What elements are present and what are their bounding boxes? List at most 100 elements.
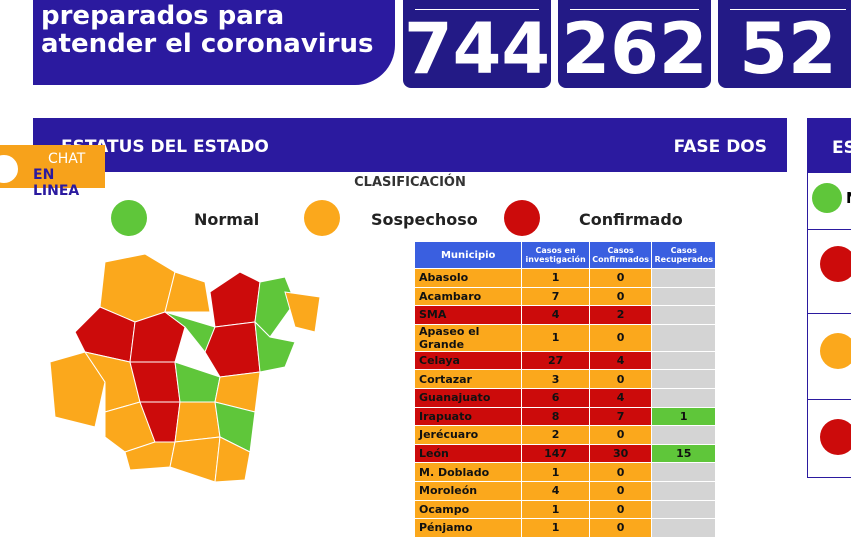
table-row: León 147 30 15: [415, 444, 715, 463]
table-cell: 2: [589, 306, 652, 324]
legend-dot: [504, 200, 540, 236]
region: [204, 321, 261, 378]
table-cell: 0: [589, 463, 652, 481]
status-dot: [820, 333, 851, 369]
table-cell: 30: [589, 444, 652, 463]
table-cell: [652, 370, 715, 388]
table-cell: 0: [589, 426, 652, 444]
table-row: Guanajuato 6 4: [415, 388, 715, 407]
chat-label: CHAT: [48, 151, 86, 167]
table-cell: 1: [522, 269, 589, 287]
table-cell: 7: [522, 287, 589, 306]
counter: 744: [403, 0, 551, 88]
table-cell: 4: [589, 388, 652, 407]
table-cell: [652, 287, 715, 306]
table-row: Jerécuaro 2 0: [415, 426, 715, 444]
region: [254, 320, 296, 373]
table-cell: [652, 463, 715, 481]
counter: 262: [558, 0, 711, 88]
banner-line: atender el coronavirus: [41, 29, 374, 59]
table-cell: [652, 388, 715, 407]
column-header: Casos en investigación: [522, 242, 589, 268]
legend-dot: [111, 200, 147, 236]
status-dot: [812, 183, 842, 213]
municipality: Irapuato: [415, 407, 522, 426]
table-row: Ocampo 1 0: [415, 500, 715, 519]
region: [129, 311, 186, 363]
table-cell: 1: [522, 324, 589, 351]
table-cell: 0: [589, 269, 652, 287]
table-cell: 3: [522, 370, 589, 388]
table-row: Cortazar 3 0: [415, 370, 715, 388]
column-header: Municipio: [415, 242, 522, 268]
table-row: Pénjamo 1 0: [415, 519, 715, 537]
table-cell: 0: [589, 370, 652, 388]
table-cell: 0: [589, 287, 652, 306]
status-dot: [820, 246, 851, 282]
table-row: Apaseo el Grande 1 0: [415, 324, 715, 351]
classification-title: CLASIFICACIÓN: [354, 175, 466, 190]
table-cell: 15: [652, 444, 715, 463]
banner-line: preparados para: [41, 1, 285, 31]
municipality: Moroleón: [415, 481, 522, 500]
table-cell: 1: [652, 407, 715, 426]
table-cell: 1: [522, 500, 589, 519]
region: [284, 291, 321, 333]
region: [164, 271, 211, 313]
municipality: Apaseo el Grande: [415, 324, 522, 351]
municipality: Abasolo: [415, 269, 522, 287]
table-cell: [652, 324, 715, 351]
table-cell: [652, 426, 715, 444]
side-item: N: [846, 189, 851, 207]
municipality: SMA: [415, 306, 522, 324]
municipality: León: [415, 444, 522, 463]
municipality: M. Doblado: [415, 463, 522, 481]
status-dot: [820, 419, 851, 455]
region: [174, 361, 221, 403]
table-cell: [652, 351, 715, 370]
municipality: Jerécuaro: [415, 426, 522, 444]
table-cell: 7: [589, 407, 652, 426]
region: [209, 271, 261, 328]
municipality: Acambaro: [415, 287, 522, 306]
chat-button[interactable]: CHAT EN LINEA: [0, 145, 105, 199]
table-row: Acambaro 7 0: [415, 287, 715, 306]
side-panel: ES N: [807, 118, 851, 478]
table-row: SMA 4 2: [415, 306, 715, 324]
table-cell: 4: [522, 481, 589, 500]
table-row: M. Doblado 1 0: [415, 463, 715, 481]
divider: [808, 313, 851, 314]
divider: [808, 229, 851, 230]
municipality: Cortazar: [415, 370, 522, 388]
region: [214, 436, 251, 483]
municipality: Guanajuato: [415, 388, 522, 407]
table-cell: 6: [522, 388, 589, 407]
municipality: Celaya: [415, 351, 522, 370]
chat-icon: [0, 153, 20, 185]
table-cell: 147: [522, 444, 589, 463]
banner: preparados para atender el coronavirus: [33, 0, 395, 85]
table-cell: 1: [522, 463, 589, 481]
phase: FASE DOS: [673, 137, 767, 157]
table-cell: [652, 269, 715, 287]
table-cell: 0: [589, 324, 652, 351]
table-cell: [652, 500, 715, 519]
legend-label: Normal: [194, 210, 260, 229]
table-cell: 1: [522, 519, 589, 537]
table-row: Abasolo 1 0: [415, 269, 715, 287]
table-cell: [652, 519, 715, 537]
table-cell: 0: [589, 500, 652, 519]
map: [49, 253, 321, 483]
table-row: Irapuato 8 7 1: [415, 407, 715, 426]
legend-dot: [304, 200, 340, 236]
cases-table: Municipio Casos en investigación Casos Con…: [414, 241, 716, 538]
side-title: ES: [808, 119, 851, 173]
region: [49, 351, 106, 428]
table-cell: 2: [522, 426, 589, 444]
table-cell: [652, 481, 715, 500]
column-header: Casos Recuperados: [652, 242, 715, 268]
table-cell: [652, 306, 715, 324]
legend-label: Confirmado: [579, 210, 683, 229]
column-header: Casos Confirmados: [589, 242, 652, 268]
